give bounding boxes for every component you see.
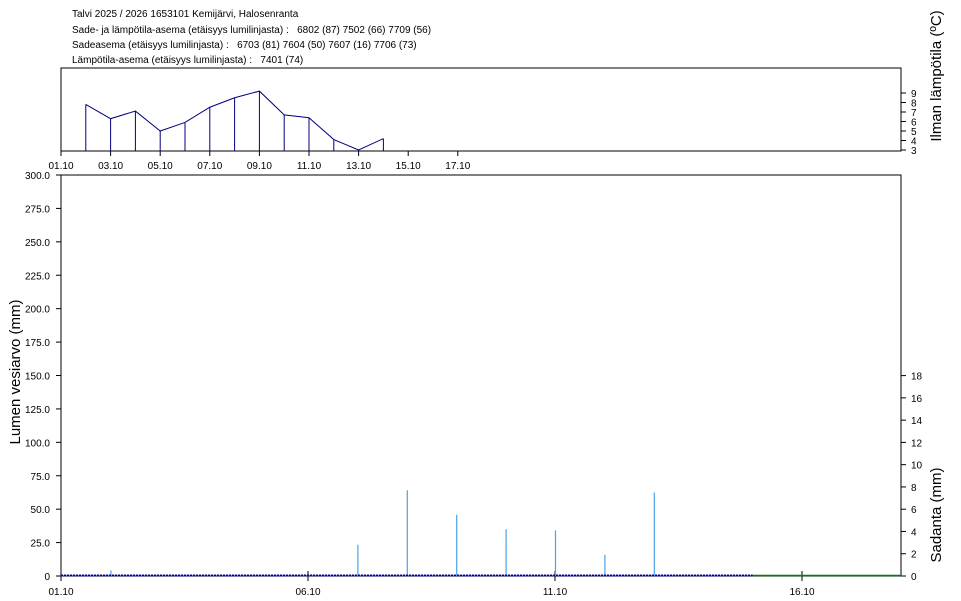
snow-y-tick-label: 125.0 xyxy=(25,405,50,416)
temperature-line xyxy=(85,90,384,151)
precip-y-tick-label: 12 xyxy=(911,438,923,449)
temperature-y-tick-label: 5 xyxy=(911,127,917,138)
temperature-x-tick-label: 01.10 xyxy=(48,161,73,172)
temperature-y-tick-label: 3 xyxy=(911,146,917,157)
snow-y-tick-label: 275.0 xyxy=(25,204,50,215)
precip-axis-title: Sadanta (mm) xyxy=(928,467,945,562)
temperature-x-tick-label: 13.10 xyxy=(346,161,371,172)
precip-y-tick-label: 2 xyxy=(911,550,917,561)
temperature-x-tick-label: 03.10 xyxy=(98,161,123,172)
chart-title: Talvi 2025 / 2026 1653101 Kemijärvi, Hal… xyxy=(72,9,299,20)
snow-y-tick-label: 250.0 xyxy=(25,238,50,249)
temperature-x-tick-label: 05.10 xyxy=(148,161,173,172)
snow-y-tick-label: 75.0 xyxy=(31,472,51,483)
precip-y-tick-label: 16 xyxy=(911,394,923,405)
temperature-y-tick-label: 4 xyxy=(911,137,917,148)
temperature-axis-title: Ilman lämpötila (ºC) xyxy=(928,10,945,141)
temperature-x-tick-label: 11.10 xyxy=(297,161,322,172)
temperature-y-tick-label: 7 xyxy=(911,108,917,119)
snow-plot-frame xyxy=(60,174,902,577)
snow-y-tick-label: 200.0 xyxy=(25,305,50,316)
snow-y-tick-label: 25.0 xyxy=(31,539,51,550)
precip-y-tick-label: 6 xyxy=(911,505,917,516)
snow-x-tick-label: 06.10 xyxy=(295,587,320,598)
precip-y-tick-label: 14 xyxy=(911,416,923,427)
temperature-plot-frame xyxy=(60,67,902,152)
precip-y-tick-label: 8 xyxy=(911,483,917,494)
station-info-2: Sadeasema (etäisyys lumilinjasta) : 6703… xyxy=(72,40,417,51)
temperature-y-tick-label: 8 xyxy=(911,99,917,110)
precip-y-tick-label: 10 xyxy=(911,461,923,472)
precip-y-tick-label: 4 xyxy=(911,527,917,538)
snow-x-tick-label: 01.10 xyxy=(48,587,73,598)
snow-y-tick-label: 175.0 xyxy=(25,338,50,349)
temperature-y-tick-label: 9 xyxy=(911,89,917,100)
temperature-y-tick-label: 6 xyxy=(911,118,917,129)
station-info-1: Sade- ja lämpötila-asema (etäisyys lumil… xyxy=(72,25,432,36)
snow-y-tick-label: 100.0 xyxy=(25,438,50,449)
temperature-x-tick-label: 15.10 xyxy=(396,161,421,172)
snow-y-tick-label: 0 xyxy=(44,572,50,583)
precip-y-tick-label: 18 xyxy=(911,372,923,383)
temperature-x-tick-label: 17.10 xyxy=(445,161,470,172)
snow-y-tick-label: 50.0 xyxy=(31,505,51,516)
station-info-3: Lämpötila-asema (etäisyys lumilinjasta) … xyxy=(72,55,304,66)
precip-y-tick-label: 0 xyxy=(911,572,917,583)
snow-y-tick-label: 300.0 xyxy=(25,171,50,182)
temperature-x-tick-label: 09.10 xyxy=(247,161,272,172)
snow-x-tick-label: 11.10 xyxy=(543,587,568,598)
snow-y-tick-label: 225.0 xyxy=(25,271,50,282)
temperature-x-tick-label: 07.10 xyxy=(197,161,222,172)
snow-axis-title: Lumen vesiarvo (mm) xyxy=(7,299,24,444)
snow-y-tick-label: 150.0 xyxy=(25,372,50,383)
snow-x-tick-label: 16.10 xyxy=(789,587,814,598)
